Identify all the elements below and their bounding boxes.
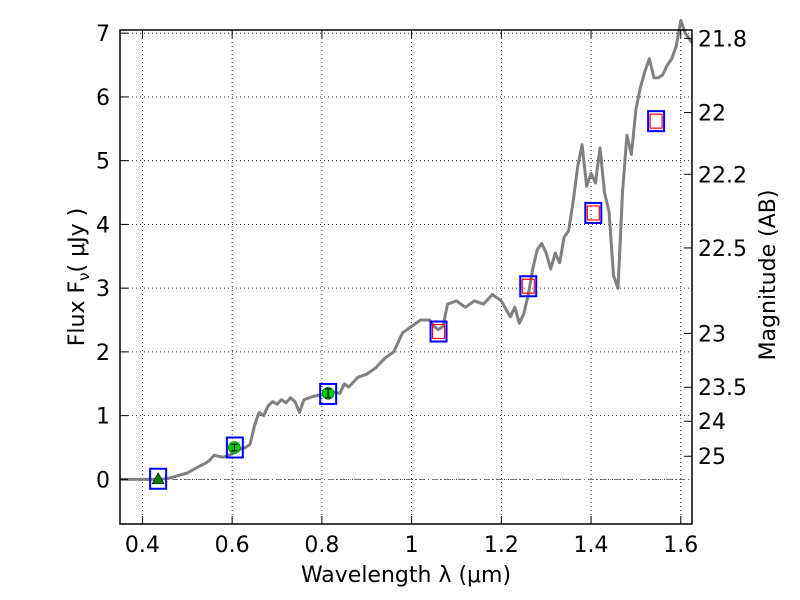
observed-triangle	[151, 472, 165, 485]
y2-tick-label: 23.5	[698, 376, 747, 401]
model-photometry-square	[429, 320, 448, 343]
y-tick-label: 6	[96, 86, 110, 111]
x-axis-label: Wavelength λ (μm)	[301, 563, 511, 588]
y-axis-label-unit: ( μJy )	[65, 208, 90, 273]
y2-tick-label: 25	[698, 445, 726, 470]
y-tick-label: 2	[96, 341, 110, 366]
y-tick-label: 5	[96, 150, 110, 175]
x-tick-label: 0.6	[215, 533, 250, 558]
x-tick-label: 0.4	[125, 533, 160, 558]
plot-frame	[119, 29, 693, 525]
y2-tick-label: 24	[698, 410, 726, 435]
model-photometry-square	[647, 110, 666, 133]
model-photometry-square	[519, 275, 538, 298]
upper-limit-square	[431, 323, 446, 340]
model-photometry-square	[319, 382, 338, 405]
y2-tick-label: 22.2	[698, 163, 747, 188]
x-tick-label: 1.6	[663, 533, 698, 558]
x-tick-label: 1.2	[484, 533, 519, 558]
spectrum-line	[120, 18, 694, 481]
y2-axis-label: Magnitude (AB)	[756, 190, 781, 361]
y-axis-label-main: Flux F	[65, 281, 90, 346]
y-tick-label: 1	[96, 405, 110, 430]
grid	[120, 30, 692, 524]
y2-tick-label: 23	[698, 322, 726, 347]
y-axis-label: Flux Fν( μJy )	[65, 208, 93, 346]
y2-tick-label: 22.5	[698, 237, 747, 262]
y-tick-label: 3	[96, 277, 110, 302]
model-photometry-square	[225, 436, 244, 459]
x-tick-label: 1.4	[574, 533, 609, 558]
model-photometry-square	[584, 201, 603, 224]
upper-limit-square	[649, 113, 663, 129]
y2-tick-label: 21.8	[698, 27, 747, 52]
x-tick-label: 1	[405, 533, 419, 558]
y-axis-label-subscript: ν	[75, 272, 93, 280]
y-tick-label: 7	[96, 22, 110, 47]
upper-limit-square	[521, 278, 535, 294]
upper-limit-square	[586, 205, 600, 221]
y2-tick-label: 22	[698, 102, 726, 127]
y-tick-label: 0	[96, 468, 110, 493]
markers	[149, 110, 666, 490]
y-tick-label: 4	[96, 213, 110, 238]
model-photometry-square	[149, 467, 168, 490]
x-tick-label: 0.8	[304, 533, 339, 558]
